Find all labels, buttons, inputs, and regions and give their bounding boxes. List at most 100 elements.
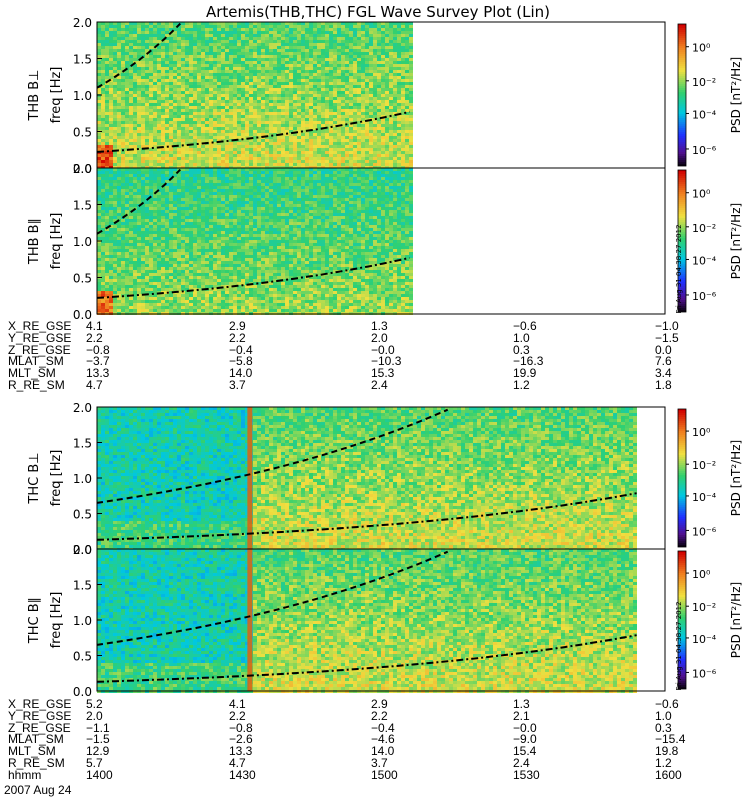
spectrogram-cell [173, 46, 177, 49]
spectrogram-cell [149, 279, 153, 282]
spectrogram-cell [357, 91, 361, 94]
spectrogram-cell [353, 133, 357, 136]
spectrogram-cell [293, 82, 297, 85]
spectrogram-cell [249, 163, 253, 166]
spectrogram-cell [329, 28, 333, 31]
spectrogram-cell [301, 139, 305, 142]
spectrogram-cell [121, 249, 125, 252]
spectrogram-cell [137, 160, 141, 163]
spectrogram-cell [101, 76, 105, 79]
spectrogram-cell [269, 82, 273, 85]
spectrogram-cell [365, 37, 369, 40]
spectrogram-cell [153, 234, 157, 237]
spectrogram-cell [297, 154, 301, 157]
spectrogram-cell [361, 55, 365, 58]
spectrogram-cell [141, 82, 145, 85]
spectrogram-cell [137, 46, 141, 49]
spectrogram-cell [177, 198, 181, 201]
spectrogram-cell [277, 88, 281, 91]
spectrogram-cell [173, 64, 177, 67]
spectrogram-cell [109, 121, 113, 124]
spectrogram-cell [221, 76, 225, 79]
spectrogram-cell [393, 49, 397, 52]
spectrogram-cell [137, 207, 141, 210]
spectrogram-cell [169, 207, 173, 210]
spectrogram-cell [377, 70, 381, 73]
spectrogram-cell [141, 246, 145, 249]
spectrogram-cell [329, 148, 333, 151]
spectrogram-cell [129, 171, 133, 174]
spectrogram-cell [261, 103, 265, 106]
spectrogram-cell [137, 216, 141, 219]
spectrogram-cell [397, 67, 401, 70]
spectrogram-cell [245, 34, 249, 37]
spectrogram-cell [333, 46, 337, 49]
spectrogram-cell [193, 100, 197, 103]
spectrogram-cell [165, 154, 169, 157]
spectrogram-cell [197, 136, 201, 139]
spectrogram-cell [393, 121, 397, 124]
spectrogram-cell [345, 76, 349, 79]
spectrogram-cell [117, 186, 121, 189]
spectrogram-cell [189, 22, 193, 25]
spectrogram-cell [153, 207, 157, 210]
spectrogram-cell [109, 177, 113, 180]
spectrogram-cell [129, 127, 133, 130]
spectrogram-cell [253, 40, 257, 43]
spectrogram-cell [137, 297, 141, 300]
spectrogram-cell [133, 148, 137, 151]
spectrogram-cell [137, 115, 141, 118]
spectrogram-cell [113, 97, 117, 100]
spectrogram-cell [225, 46, 229, 49]
spectrogram-cell [225, 40, 229, 43]
spectrogram-cell [305, 73, 309, 76]
spectrogram-cell [113, 174, 117, 177]
spectrogram-cell [157, 97, 161, 100]
spectrogram-cell [253, 37, 257, 40]
spectrogram-cell [309, 160, 313, 163]
spectrogram-cell [241, 109, 245, 112]
spectrogram-cell [245, 97, 249, 100]
spectrogram-cell [141, 306, 145, 309]
spectrogram-cell [133, 168, 137, 171]
spectrogram-cell [381, 124, 385, 127]
spectrogram-cell [217, 37, 221, 40]
spectrogram-cell [341, 79, 345, 82]
spectrogram-cell [309, 118, 313, 121]
spectrogram-cell [377, 136, 381, 139]
spectrogram-cell [213, 139, 217, 142]
spectrogram-cell [193, 145, 197, 148]
spectrogram-cell [293, 160, 297, 163]
spectrogram-cell [329, 22, 333, 25]
spectrogram-cell [121, 195, 125, 198]
colorbar-cell [678, 46, 686, 48]
spectrogram-cell [373, 46, 377, 49]
spectrogram-cell [217, 67, 221, 70]
spectrogram-cell [305, 124, 309, 127]
spectrogram-cell [317, 163, 321, 166]
spectrogram-cell [405, 82, 409, 85]
spectrogram-cell [145, 168, 149, 171]
spectrogram-cell [161, 252, 165, 255]
spectrogram-cell [177, 216, 181, 219]
spectrogram-cell [369, 67, 373, 70]
spectrogram-cell [341, 49, 345, 52]
spectrogram-cell [117, 115, 121, 118]
spectrogram-cell [373, 142, 377, 145]
spectrogram-cell [369, 163, 373, 166]
spectrogram-cell [345, 58, 349, 61]
spectrogram-cell [245, 58, 249, 61]
spectrogram-cell [241, 130, 245, 133]
spectrogram-cell [357, 151, 361, 154]
spectrogram-cell [321, 154, 325, 157]
spectrogram-cell [409, 46, 413, 49]
spectrogram-cell [293, 112, 297, 115]
spectrogram-cell [269, 106, 273, 109]
spectrogram-cell [165, 234, 169, 237]
spectrogram-cell [269, 49, 273, 52]
spectrogram-cell [133, 279, 137, 282]
spectrogram-cell [369, 58, 373, 61]
spectrogram-cell [173, 52, 177, 55]
spectrogram-cell [273, 52, 277, 55]
spectrogram-cell [189, 151, 193, 154]
